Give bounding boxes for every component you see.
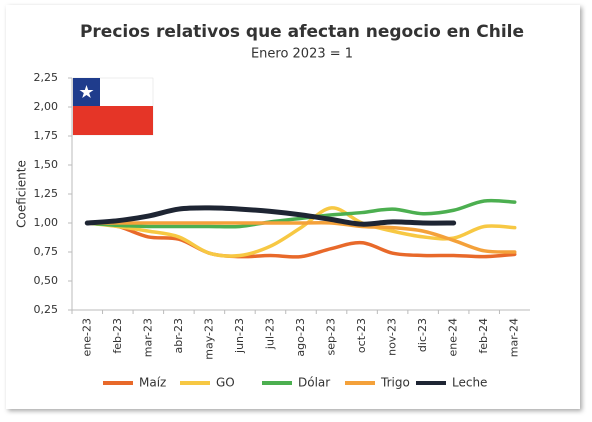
legend-label: GO (216, 376, 235, 390)
legend-label: Maíz (139, 376, 166, 390)
x-tick-label: jul-23 (263, 318, 276, 350)
y-tick-label: 0,50 (34, 274, 59, 287)
x-tick-label: sep-23 (325, 318, 338, 355)
series-line (85, 198, 517, 229)
chart-subtitle: Enero 2023 = 1 (251, 47, 353, 62)
x-tick-label: feb-24 (477, 318, 490, 354)
y-tick-label: 0,75 (34, 245, 59, 258)
x-tick-label: mar-24 (508, 318, 521, 357)
x-tick-label: feb-23 (111, 318, 124, 354)
y-tick-label: 0,25 (34, 303, 59, 316)
x-tick-label: oct-23 (355, 318, 368, 353)
x-tick-label: ene-23 (80, 318, 93, 356)
legend-label: Trigo (380, 376, 410, 390)
y-tick-label: 2,25 (34, 71, 59, 84)
x-tick-label: ago-23 (294, 318, 307, 357)
x-tick-label: jun-23 (233, 318, 246, 354)
series-line (85, 221, 517, 259)
legend-label: Leche (452, 376, 487, 390)
chart-title: Precios relativos que afectan negocio en… (80, 22, 524, 42)
series-line (85, 220, 517, 254)
x-tick-label: nov-23 (386, 318, 399, 356)
x-tick-label: mar-23 (141, 318, 154, 357)
y-axis-label: Coeficiente (15, 160, 29, 228)
x-tick-label: may-23 (202, 318, 215, 360)
card (6, 5, 580, 409)
y-tick-label: 2,00 (34, 100, 59, 113)
flag (72, 77, 154, 136)
legend-label: Dólar (298, 376, 330, 390)
y-tick-label: 1,50 (34, 158, 59, 171)
x-tick-label: dic-23 (416, 318, 429, 352)
x-tick-label: ene-24 (447, 318, 460, 356)
y-tick-label: 1,75 (34, 129, 59, 142)
y-tick-label: 1,00 (34, 216, 59, 229)
series-line (84, 205, 457, 227)
y-tick-label: 1,25 (34, 187, 59, 200)
x-tick-label: abr-23 (172, 318, 185, 354)
